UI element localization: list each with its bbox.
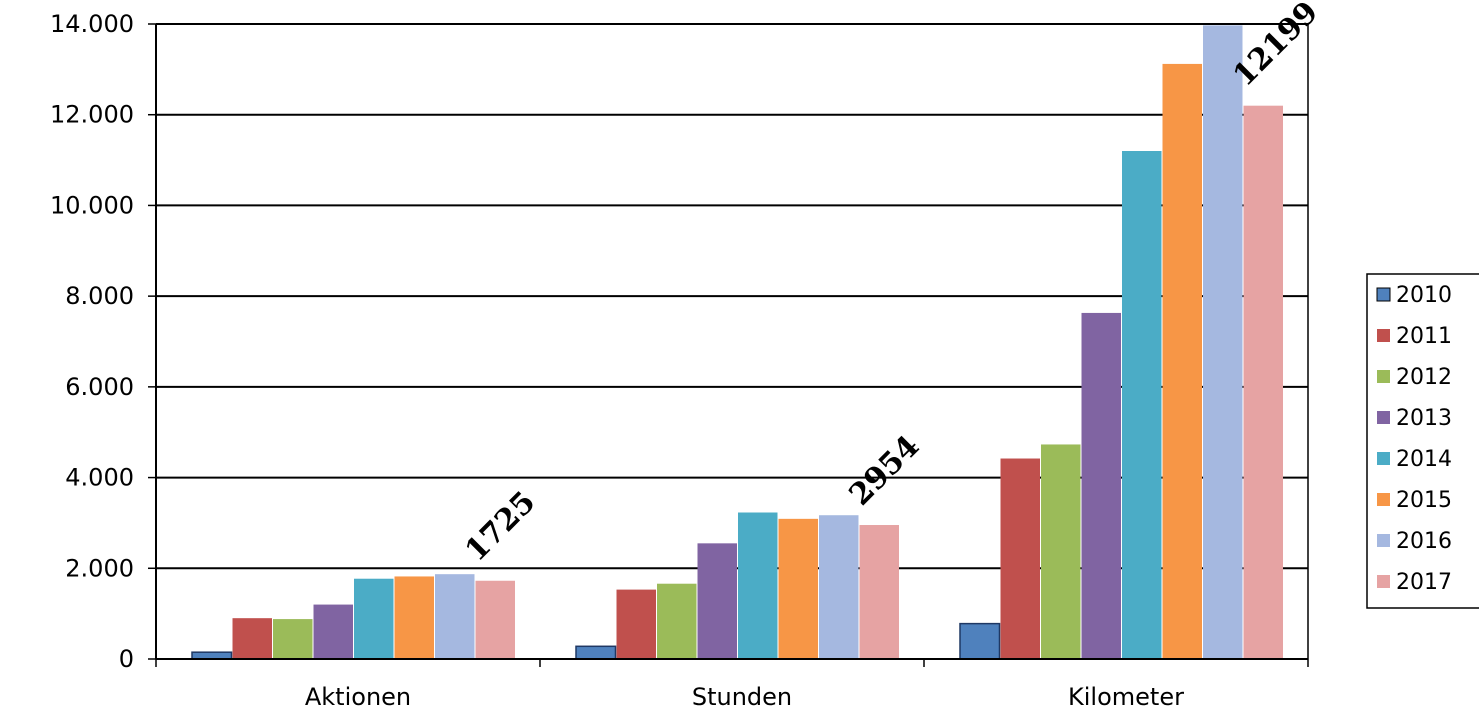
y-tick-label: 0 bbox=[119, 645, 134, 673]
bar-2010-aktionen bbox=[191, 651, 233, 660]
legend-swatch bbox=[1377, 370, 1390, 383]
bar-2010-kilometer bbox=[959, 622, 1001, 660]
y-tick-label: 2.000 bbox=[65, 554, 134, 582]
y-tick-label: 6.000 bbox=[65, 373, 134, 401]
bar-2017-stunden bbox=[859, 525, 899, 659]
data-label: 2954 bbox=[843, 429, 927, 513]
bar-2016-aktionen bbox=[435, 574, 475, 659]
legend-label: 2014 bbox=[1396, 447, 1452, 472]
legend-label: 2013 bbox=[1396, 406, 1452, 431]
bar-2013-aktionen bbox=[313, 604, 353, 659]
legend-swatch bbox=[1376, 287, 1391, 302]
legend-label: 2010 bbox=[1396, 283, 1452, 308]
bar-2012-aktionen bbox=[273, 619, 313, 659]
legend: 2010 2011 2012 2013 2014 2015 2016 2017 bbox=[1366, 273, 1479, 609]
legend-swatch bbox=[1377, 452, 1390, 465]
legend-label: 2016 bbox=[1396, 529, 1452, 554]
data-label: 1725 bbox=[459, 485, 543, 569]
bar-2011-stunden bbox=[616, 589, 656, 659]
x-tick-label: Aktionen bbox=[305, 683, 411, 711]
bar-2013-stunden bbox=[697, 543, 737, 659]
bar-2017-kilometer bbox=[1243, 105, 1283, 659]
y-tick-label: 8.000 bbox=[65, 282, 134, 310]
y-tick-label: 14.000 bbox=[50, 10, 134, 38]
bar-2012-stunden bbox=[657, 583, 697, 659]
legend-swatch bbox=[1377, 329, 1390, 342]
legend-swatch bbox=[1377, 411, 1390, 424]
legend-label: 2017 bbox=[1396, 570, 1452, 595]
x-tick-label: Kilometer bbox=[1068, 683, 1184, 711]
gridlines bbox=[156, 23, 1309, 659]
bar-2015-stunden bbox=[778, 518, 818, 659]
bar-2011-aktionen bbox=[232, 618, 272, 659]
axes: 0 2.000 4.000 6.000 8.000 10.000 12.000 14.000 A… bbox=[50, 10, 1309, 711]
legend-label: 2015 bbox=[1396, 488, 1452, 513]
bar-2012-kilometer bbox=[1041, 444, 1081, 659]
bar-2010-stunden bbox=[575, 645, 617, 660]
bar-2015-aktionen bbox=[394, 576, 434, 659]
bar-2014-aktionen bbox=[354, 578, 394, 659]
y-tick-label: 4.000 bbox=[65, 464, 134, 492]
y-tick-label: 10.000 bbox=[50, 191, 134, 219]
bars bbox=[191, 25, 1283, 660]
legend-label: 2012 bbox=[1396, 365, 1452, 390]
legend-label: 2011 bbox=[1396, 324, 1452, 349]
bar-2016-stunden bbox=[819, 515, 859, 659]
bar-2015-kilometer bbox=[1162, 63, 1202, 659]
bar-2014-kilometer bbox=[1122, 151, 1162, 659]
bar-2017-aktionen bbox=[475, 580, 515, 659]
legend-swatch bbox=[1377, 575, 1390, 588]
y-tick-label: 12.000 bbox=[50, 101, 134, 129]
bar-2011-kilometer bbox=[1000, 458, 1040, 659]
bar-2013-kilometer bbox=[1081, 312, 1121, 659]
x-tick-label: Stunden bbox=[692, 683, 792, 711]
legend-swatch bbox=[1377, 534, 1390, 547]
legend-swatch bbox=[1377, 493, 1390, 506]
bar-2014-stunden bbox=[738, 512, 778, 659]
bar-2016-kilometer bbox=[1203, 25, 1243, 659]
